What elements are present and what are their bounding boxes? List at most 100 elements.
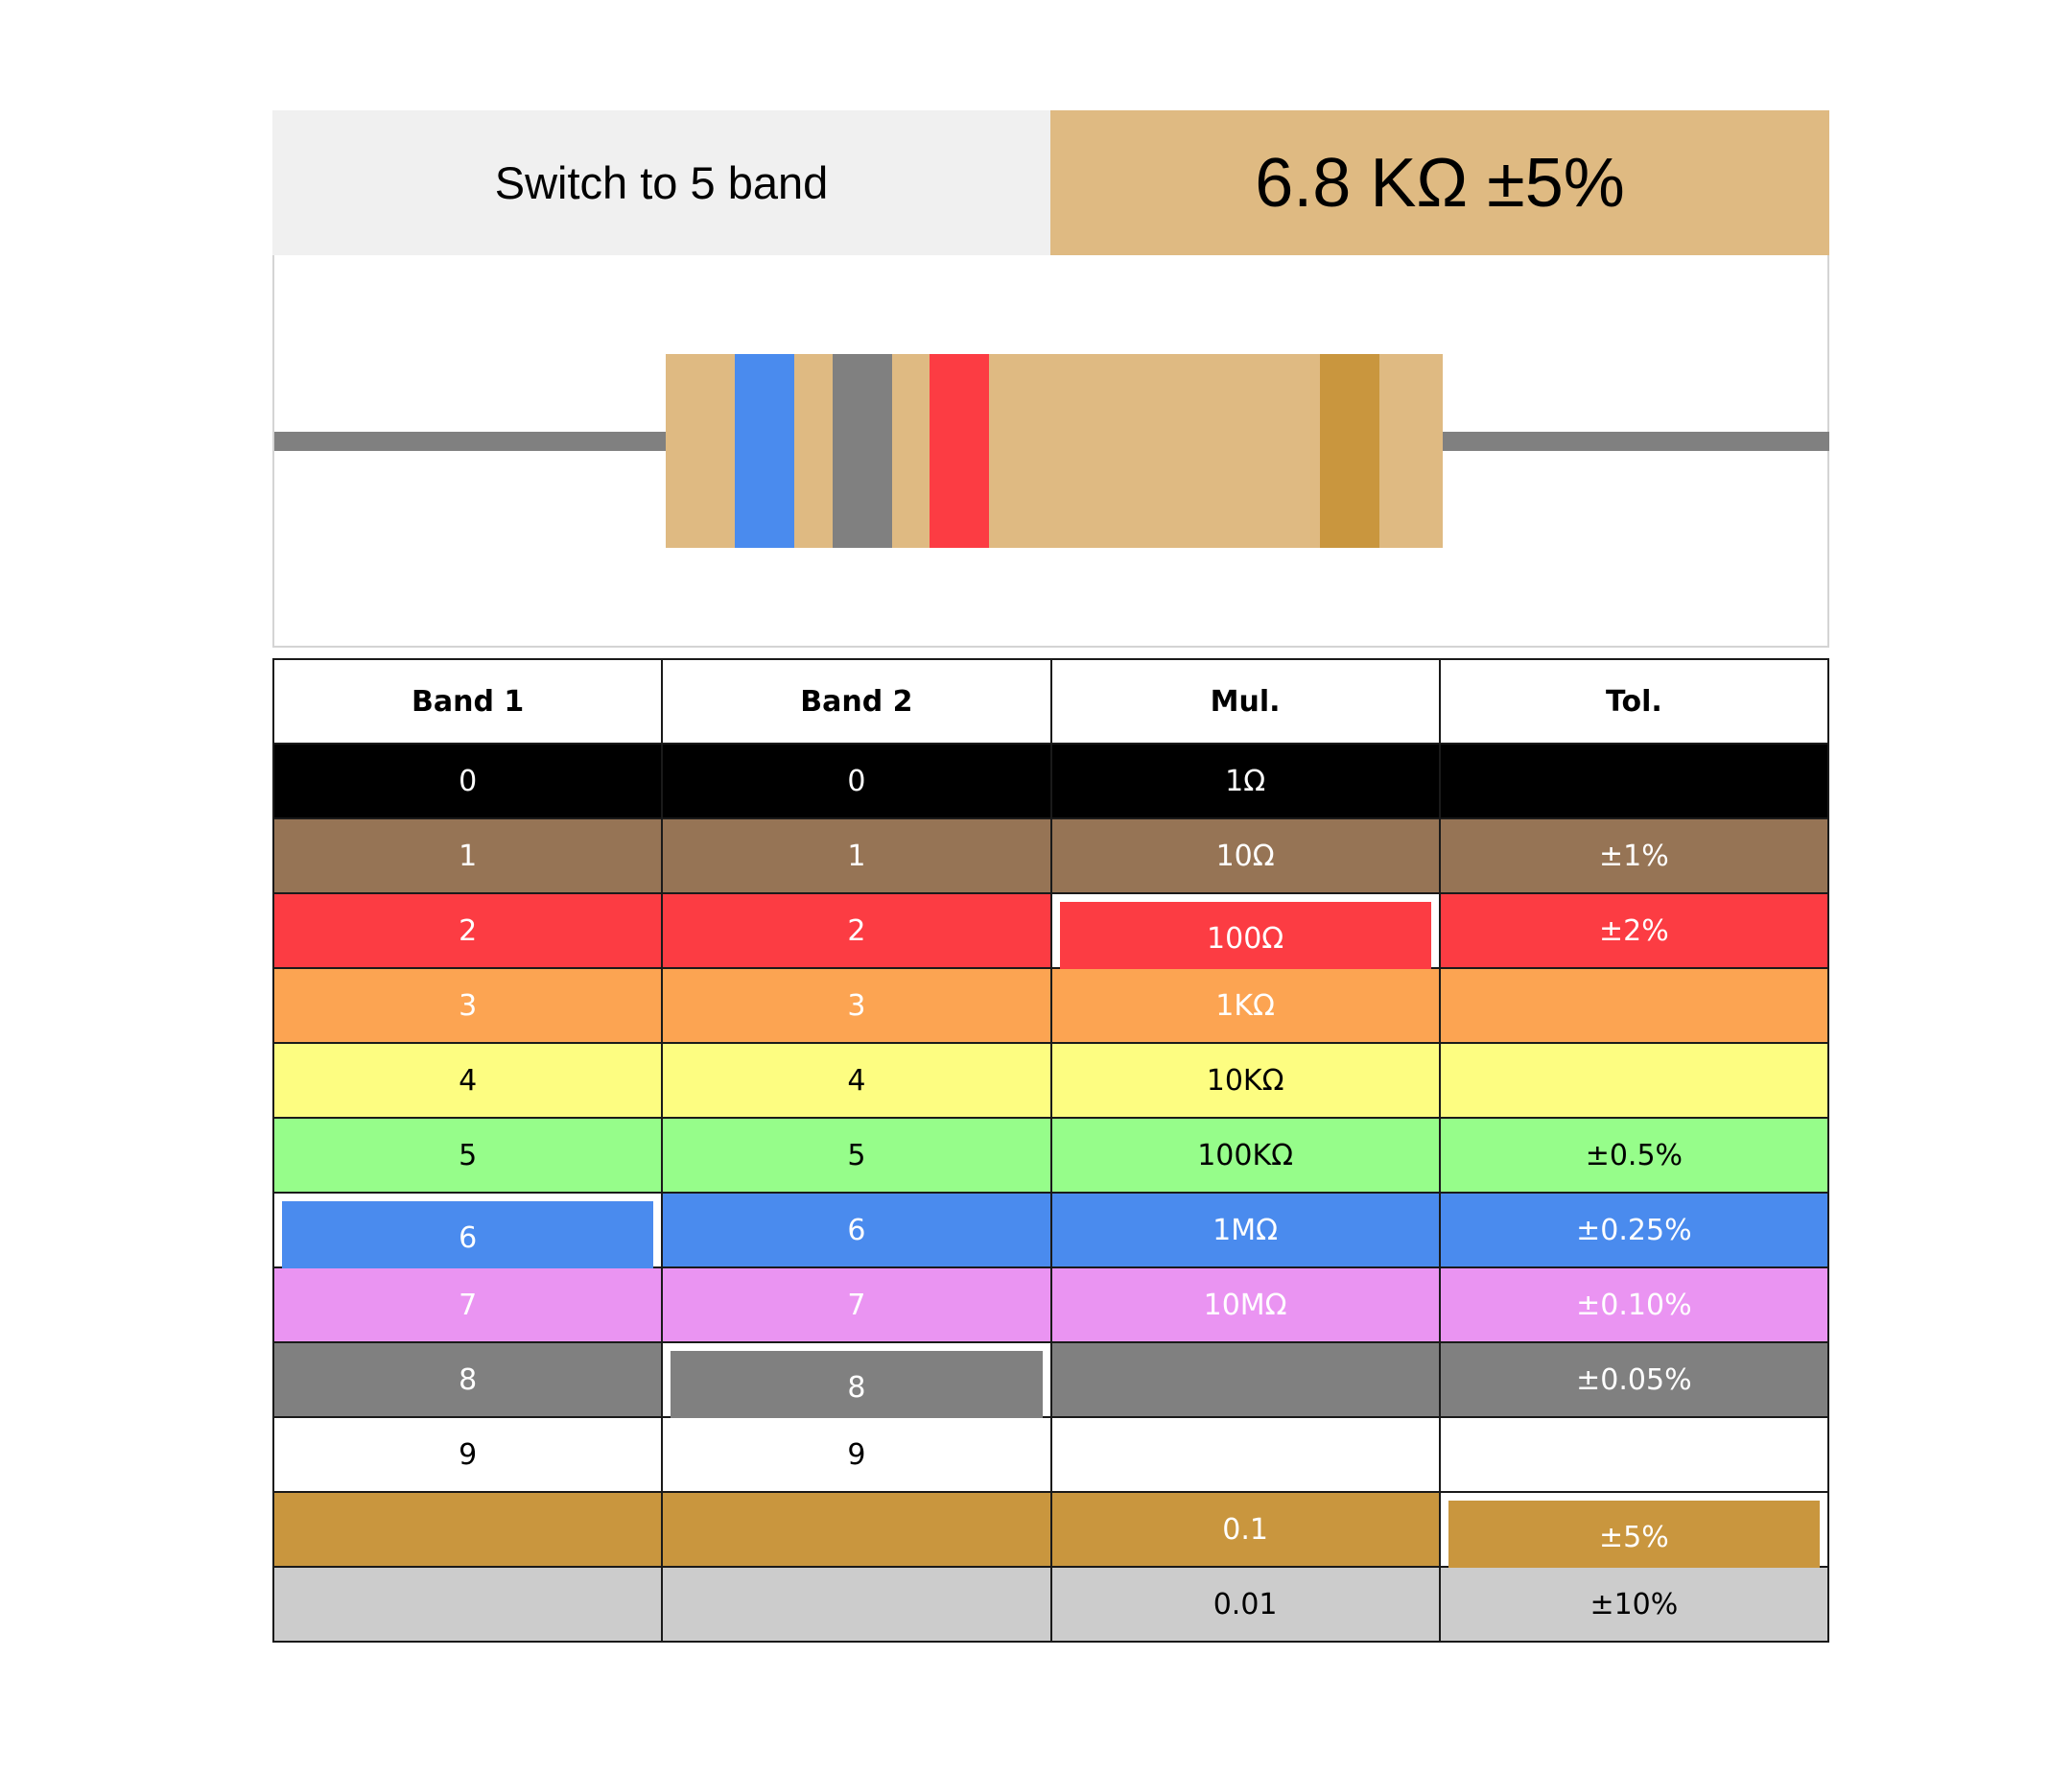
multiplier-violet-cell[interactable]: 10MΩ	[1049, 1266, 1441, 1343]
band-1-orange-cell[interactable]: 3	[271, 967, 664, 1044]
band-1-brown-label: 1	[459, 839, 478, 873]
band-2-white-cell[interactable]: 9	[661, 1416, 1052, 1493]
band-2-orange-cell[interactable]: 3	[661, 967, 1052, 1044]
multiplier-gold-cell[interactable]: 0.1	[1049, 1491, 1441, 1568]
band-2-gold-cell[interactable]	[661, 1491, 1052, 1568]
tolerance-blue-cell[interactable]: ±0.25%	[1438, 1192, 1830, 1268]
band-1-red-cell[interactable]: 2	[271, 892, 664, 969]
right-lead	[1441, 432, 1829, 451]
multiplier-yellow-cell[interactable]: 10KΩ	[1049, 1042, 1441, 1119]
tolerance-brown-cell[interactable]: ±1%	[1438, 817, 1830, 894]
table-row-gold: 0.1 ±5%	[271, 1491, 1830, 1574]
band-2-white-label: 9	[847, 1437, 866, 1472]
left-lead	[274, 432, 666, 451]
multiplier-band	[930, 354, 989, 548]
band-1-silver-cell[interactable]	[271, 1566, 664, 1643]
resistor-body	[666, 354, 1443, 548]
header-band-2: Band 2	[661, 658, 1052, 745]
band-2-black-cell[interactable]: 0	[661, 743, 1052, 819]
band-1-gray-cell[interactable]: 8	[271, 1341, 664, 1418]
tolerance-black-label	[1441, 745, 1827, 817]
multiplier-black-cell[interactable]: 1Ω	[1049, 743, 1441, 819]
multiplier-white-cell[interactable]	[1049, 1416, 1441, 1493]
tolerance-red-label: ±2%	[1599, 913, 1669, 948]
tolerance-gray-cell[interactable]: ±0.05%	[1438, 1341, 1830, 1418]
band-2-blue-cell[interactable]: 6	[661, 1192, 1052, 1268]
table-row-orange: 3 3 1KΩ	[271, 967, 1830, 1044]
multiplier-violet-label: 10MΩ	[1203, 1288, 1287, 1322]
band-1-blue-cell[interactable]: 6	[271, 1192, 664, 1274]
band-1-green-label: 5	[459, 1138, 478, 1172]
multiplier-blue-label: 1MΩ	[1213, 1213, 1279, 1247]
tolerance-green-label: ±0.5%	[1585, 1138, 1684, 1172]
tolerance-red-cell[interactable]: ±2%	[1438, 892, 1830, 969]
band-1-white-cell[interactable]: 9	[271, 1416, 664, 1493]
header-band-1: Band 1	[271, 658, 664, 745]
band-2-violet-label: 7	[847, 1288, 866, 1322]
band-2-blue-label: 6	[847, 1213, 866, 1247]
tolerance-brown-label: ±1%	[1599, 839, 1669, 873]
table-row-gray: 8 8 ±0.05%	[271, 1341, 1830, 1424]
multiplier-silver-cell[interactable]: 0.01	[1049, 1566, 1441, 1643]
band-1-gold-cell[interactable]	[271, 1491, 664, 1568]
band-2-silver-cell[interactable]	[661, 1566, 1052, 1643]
tolerance-gold-label: ±5%	[1448, 1501, 1820, 1574]
band-2-orange-label: 3	[847, 988, 866, 1023]
band-1-yellow-label: 4	[459, 1063, 478, 1098]
multiplier-brown-label: 10Ω	[1215, 839, 1275, 873]
multiplier-gray-label	[1052, 1343, 1439, 1416]
band-2-red-cell[interactable]: 2	[661, 892, 1052, 969]
table-row-red: 2 2 100Ω ±2%	[271, 892, 1830, 975]
band-2-violet-cell[interactable]: 7	[661, 1266, 1052, 1343]
multiplier-green-label: 100KΩ	[1197, 1138, 1294, 1172]
band-1-yellow-cell[interactable]: 4	[271, 1042, 664, 1119]
color-code-table-wrap: Band 1 Band 2 Mul. Tol. 0 0 1Ω 1 1 10Ω ±1% 2 2 10…	[271, 658, 1830, 1643]
switch-to-5-band-button[interactable]: Switch to 5 band	[272, 110, 1050, 255]
band-1-black-label: 0	[459, 764, 478, 798]
tolerance-gray-label: ±0.05%	[1576, 1362, 1692, 1397]
band-2-green-cell[interactable]: 5	[661, 1117, 1052, 1194]
band-1	[735, 354, 794, 548]
band-1-brown-cell[interactable]: 1	[271, 817, 664, 894]
tolerance-yellow-cell[interactable]	[1438, 1042, 1830, 1119]
tolerance-orange-cell[interactable]	[1438, 967, 1830, 1044]
band-2-gray-label: 8	[671, 1351, 1043, 1424]
band-1-green-cell[interactable]: 5	[271, 1117, 664, 1194]
table-row-silver: 0.01 ±10%	[271, 1566, 1830, 1643]
band-1-black-cell[interactable]: 0	[271, 743, 664, 819]
multiplier-black-label: 1Ω	[1225, 764, 1266, 798]
resistor-calculator: Switch to 5 band 6.8 KΩ ±5% Band 1 Band …	[271, 110, 1830, 1643]
header: Switch to 5 band 6.8 KΩ ±5%	[272, 110, 1829, 255]
band-1-gray-label: 8	[459, 1362, 478, 1397]
tolerance-green-cell[interactable]: ±0.5%	[1438, 1117, 1830, 1194]
multiplier-blue-cell[interactable]: 1MΩ	[1049, 1192, 1441, 1268]
band-2-gray-cell[interactable]: 8	[661, 1341, 1052, 1424]
table-row-green: 5 5 100KΩ ±0.5%	[271, 1117, 1830, 1194]
band-1-white-label: 9	[459, 1437, 478, 1472]
tolerance-black-cell[interactable]	[1438, 743, 1830, 819]
tolerance-blue-label: ±0.25%	[1576, 1213, 1692, 1247]
tolerance-silver-label: ±10%	[1589, 1587, 1679, 1621]
tolerance-silver-cell[interactable]: ±10%	[1438, 1566, 1830, 1643]
tolerance-white-cell[interactable]	[1438, 1416, 1830, 1493]
tolerance-white-label	[1441, 1418, 1827, 1491]
multiplier-red-cell[interactable]: 100Ω	[1049, 892, 1441, 975]
tolerance-gold-cell[interactable]: ±5%	[1438, 1491, 1830, 1574]
band-2-yellow-cell[interactable]: 4	[661, 1042, 1052, 1119]
color-code-table: Band 1 Band 2 Mul. Tol. 0 0 1Ω 1 1 10Ω ±1% 2 2 10…	[271, 658, 1830, 1643]
band-1-silver-label	[274, 1568, 661, 1641]
multiplier-gray-cell[interactable]	[1049, 1341, 1441, 1418]
band-1-violet-cell[interactable]: 7	[271, 1266, 664, 1343]
multiplier-brown-cell[interactable]: 10Ω	[1049, 817, 1441, 894]
band-2-green-label: 5	[847, 1138, 866, 1172]
resistance-value-display: 6.8 KΩ ±5%	[1050, 110, 1829, 255]
header-multiplier: Mul.	[1049, 658, 1441, 745]
band-1-violet-label: 7	[459, 1288, 478, 1322]
band-2-gold-label	[663, 1493, 1049, 1566]
tolerance-band	[1320, 354, 1379, 548]
multiplier-orange-cell[interactable]: 1KΩ	[1049, 967, 1441, 1044]
multiplier-green-cell[interactable]: 100KΩ	[1049, 1117, 1441, 1194]
multiplier-silver-label: 0.01	[1213, 1587, 1278, 1621]
band-2-brown-cell[interactable]: 1	[661, 817, 1052, 894]
tolerance-violet-cell[interactable]: ±0.10%	[1438, 1266, 1830, 1343]
